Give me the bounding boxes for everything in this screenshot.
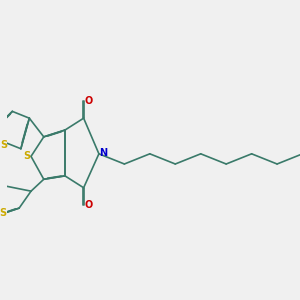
Text: S: S [0,140,8,150]
Text: O: O [84,200,92,210]
Text: O: O [84,96,92,106]
Text: S: S [0,208,6,218]
Text: N: N [99,148,107,158]
Text: S: S [23,152,30,161]
